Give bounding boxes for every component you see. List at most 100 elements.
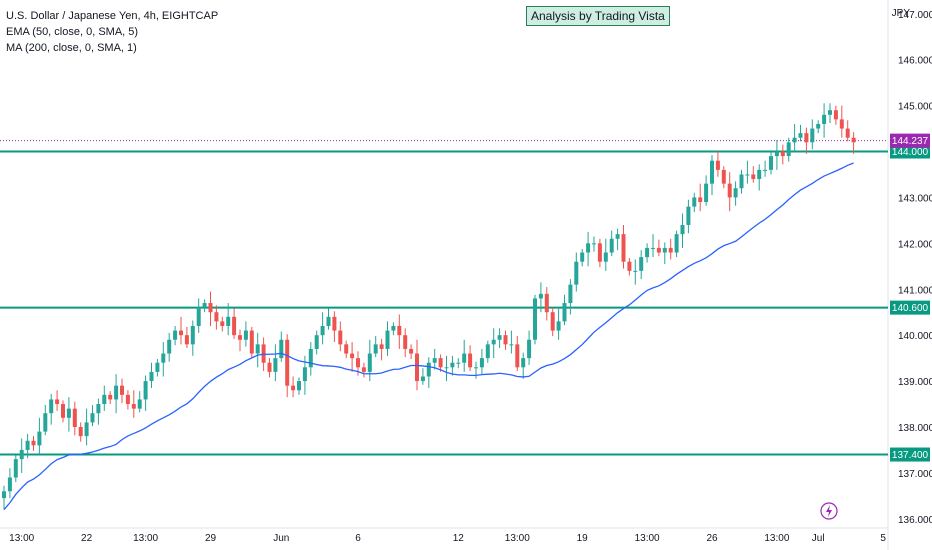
candle-body [179,330,183,336]
candle-body [468,353,473,368]
candle-body [66,408,71,418]
candle-body [533,298,537,340]
chart-legend: U.S. Dollar / Japanese Yen, 4h, EIGHTCAP… [6,8,218,56]
candle-body [415,353,419,382]
candle-body [25,440,30,450]
candle-body [37,431,42,446]
candle-body [450,362,455,368]
candle-body [249,330,254,354]
candle-body [243,330,248,340]
candle-body [72,408,77,427]
candle-body [485,344,490,359]
candle-body [161,353,166,363]
candle-body [297,381,301,391]
candle-body [727,183,732,198]
level-price-label: 140.600 [892,303,929,314]
y-tick-label: 137.000 [898,469,932,480]
candle-body [344,344,349,354]
x-tick-label: Jun [273,533,289,544]
ma-indicator-label: MA (200, close, 0, SMA, 1) [6,42,137,54]
candle-body [13,459,18,478]
candle-body [55,399,60,405]
currency-label: JPY [891,8,910,19]
candle-body [462,353,467,363]
candle-body [2,491,6,499]
candle-body [615,234,620,239]
x-tick-label: 26 [706,533,718,544]
candle-body [763,169,768,171]
candle-body [291,385,296,391]
candle-body [155,362,160,372]
candle-body [774,151,779,157]
candle-body [361,367,366,372]
x-tick-label: 13:00 [133,533,158,544]
candle-body [621,234,626,262]
candle-body [527,339,532,359]
candle-body [586,243,591,253]
candle-body [739,174,744,189]
x-tick-label: 19 [577,533,589,544]
candle-body [125,394,130,405]
candle-body [61,404,65,418]
candle-body [715,160,720,170]
candle-body [574,261,579,285]
candle-body [751,174,756,180]
candle-body [338,330,343,345]
candle-body [385,330,390,349]
candle-body [120,385,124,395]
candle-body [220,321,225,326]
candle-body [308,348,313,368]
x-tick-label: 5 [880,533,886,544]
candle-body [332,316,337,331]
y-tick-label: 136.000 [898,515,932,526]
candle-body [733,188,738,198]
candle-body [96,404,101,414]
candle-body [851,137,856,143]
candle-body [350,353,355,359]
y-tick-label: 147.000 [898,10,932,21]
candle-body [409,348,414,354]
candle-body [49,399,54,414]
y-tick-label: 143.000 [898,193,932,204]
level-price-label: 144.000 [892,147,929,158]
candle-body [397,325,402,336]
candle-body [839,119,844,129]
candle-body [662,247,667,253]
candle-body [279,339,284,359]
candle-body [692,197,697,207]
candle-body [798,133,803,138]
candle-body [302,367,307,382]
candle-body [792,137,797,143]
candle-body [497,335,502,340]
candle-body [273,358,278,372]
candle-body [84,422,89,437]
candle-body [503,335,508,345]
candle-body [285,339,290,386]
candle-body [7,477,12,492]
candle-body [639,257,644,271]
level-price-tag [890,300,930,315]
candle-body [19,449,24,460]
y-tick-label: 142.000 [898,239,932,250]
candle-body [710,160,714,184]
candle-body [515,344,520,368]
candle-body [538,293,543,299]
candle-body [238,335,242,340]
candle-body [356,358,360,368]
candle-body [668,247,673,253]
candle-body [680,224,685,235]
candle-body [173,330,178,340]
x-tick-label: 13:00 [505,533,530,544]
candle-body [379,344,384,349]
candle-body [143,381,148,400]
candle-body [645,247,650,258]
candle-body [43,413,48,432]
candle-body [822,114,827,124]
x-tick-label: 22 [81,533,93,544]
candle-body [804,133,809,143]
candle-body [757,169,762,180]
candle-body [745,174,750,176]
candle-body [833,110,838,120]
candle-body [137,399,142,409]
